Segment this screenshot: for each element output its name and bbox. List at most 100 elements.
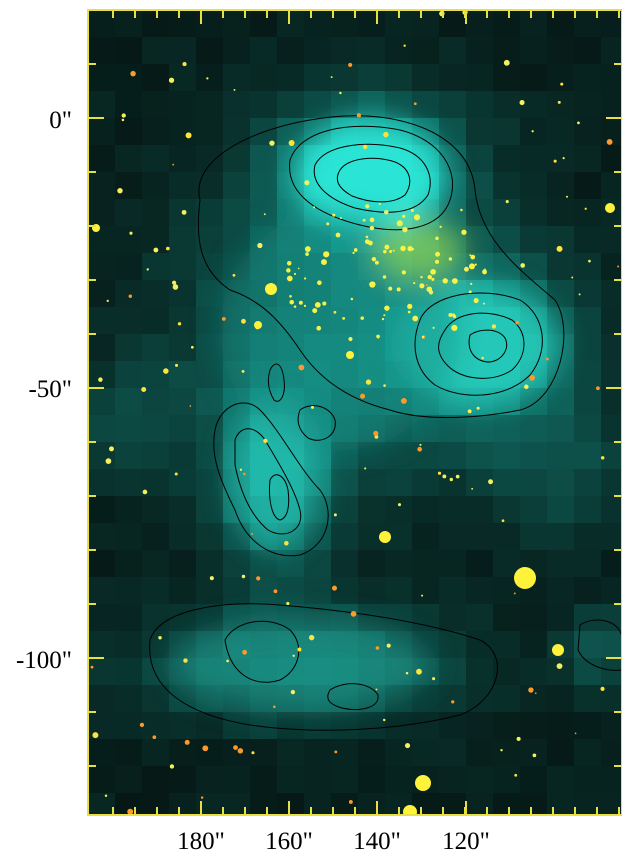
emission-pixel [574, 37, 601, 64]
emission-pixel [88, 172, 115, 199]
star [383, 384, 386, 387]
emission-pixel [250, 37, 277, 64]
emission-pixel [196, 172, 223, 199]
emission-pixel [547, 712, 574, 739]
star [431, 277, 435, 281]
emission-pixel [142, 91, 169, 118]
emission-pixel [493, 631, 520, 658]
star [377, 336, 380, 339]
emission-pixel [574, 253, 601, 280]
star [333, 310, 337, 314]
star [263, 213, 266, 216]
emission-pixel [412, 442, 439, 469]
emission-pixel [196, 226, 223, 253]
emission-pixel [169, 361, 196, 388]
star [189, 405, 192, 407]
emission-pixel [574, 280, 601, 307]
emission-pixel [115, 361, 142, 388]
star [451, 278, 458, 284]
emission-pixel [196, 469, 223, 496]
emission-pixel [601, 91, 622, 118]
star [520, 263, 525, 268]
emission-pixel [196, 334, 223, 361]
emission-pixel [412, 739, 439, 766]
star [384, 209, 389, 215]
star [417, 446, 423, 452]
star [339, 91, 342, 95]
emission-pixel [412, 685, 439, 712]
emission-pixel [196, 766, 223, 793]
emission-pixel [385, 442, 412, 469]
emission-pixel [331, 523, 358, 550]
emission-pixel [142, 199, 169, 226]
star [383, 314, 386, 317]
emission-pixel [142, 550, 169, 577]
star [298, 300, 303, 305]
emission-pixel [115, 388, 142, 415]
emission-pixel [88, 64, 115, 91]
emission-pixel [439, 91, 466, 118]
emission-pixel [439, 577, 466, 604]
emission-pixel [466, 37, 493, 64]
emission-pixel [88, 523, 115, 550]
contour-line [327, 683, 379, 710]
star [617, 265, 620, 268]
emission-pixel [493, 172, 520, 199]
emission-pixel [142, 766, 169, 793]
emission-pixel [331, 469, 358, 496]
star [316, 325, 322, 331]
emission-pixel [115, 604, 142, 631]
star [241, 574, 246, 579]
star [332, 213, 336, 217]
emission-pixel [331, 793, 358, 815]
star [434, 259, 440, 264]
star [286, 275, 293, 282]
emission-pixel [493, 253, 520, 280]
star [184, 739, 190, 745]
emission-pixel [304, 766, 331, 793]
star [333, 513, 337, 517]
star [407, 245, 413, 252]
emission-pixel [547, 739, 574, 766]
emission-pixel [358, 577, 385, 604]
emission-pixel [88, 712, 115, 739]
emission-pixel [358, 793, 385, 815]
star [419, 443, 422, 446]
star [588, 259, 591, 263]
emission-pixel [142, 793, 169, 815]
star [303, 304, 307, 308]
star [413, 282, 416, 285]
emission-pixel [88, 442, 115, 469]
emission-pixel [358, 766, 385, 793]
star [384, 244, 390, 250]
emission-pixel [115, 280, 142, 307]
emission-pixel [115, 469, 142, 496]
emission-pixel [115, 334, 142, 361]
star [321, 259, 327, 266]
contour-line [224, 620, 300, 683]
emission-pixel [493, 226, 520, 253]
emission-pixel [385, 604, 412, 631]
star [339, 216, 342, 220]
emission-pixel [304, 37, 331, 64]
star [400, 397, 407, 404]
emission-pixel [385, 496, 412, 523]
contour-line [336, 157, 411, 203]
emission-pixel [88, 10, 115, 37]
star [256, 576, 261, 581]
star [331, 585, 338, 591]
star [128, 294, 132, 298]
emission-pixel [142, 577, 169, 604]
star [334, 750, 338, 754]
emission-pixel [88, 739, 115, 766]
emission-pixel [547, 37, 574, 64]
emission-pixel [223, 793, 250, 815]
emission-pixel [358, 10, 385, 37]
emission-pixel [277, 91, 304, 118]
star [312, 308, 318, 314]
emission-pixel [574, 793, 601, 815]
emission-pixel [493, 91, 520, 118]
emission-pixel [88, 199, 115, 226]
emission-pixel [466, 415, 493, 442]
emission-pixel [196, 388, 223, 415]
